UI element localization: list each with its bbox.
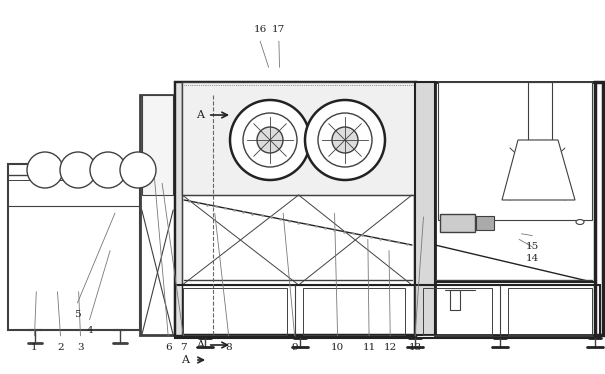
Bar (142, 95, 173, 195)
Bar (450, 290, 460, 310)
Bar (438, 82, 592, 220)
Text: 9: 9 (292, 343, 298, 352)
Ellipse shape (257, 127, 283, 153)
Bar (175, 82, 415, 335)
Bar (595, 82, 603, 335)
Text: A: A (181, 355, 189, 365)
Bar (415, 82, 435, 335)
Bar (303, 288, 405, 335)
Text: 11: 11 (362, 343, 376, 352)
Bar (183, 288, 287, 335)
Bar (528, 82, 552, 140)
Text: 12: 12 (384, 343, 397, 352)
Text: 1: 1 (31, 343, 38, 352)
Bar (175, 285, 600, 338)
Ellipse shape (243, 113, 297, 167)
Text: 13: 13 (408, 343, 422, 352)
Text: 10: 10 (331, 343, 344, 352)
Ellipse shape (60, 152, 96, 188)
Ellipse shape (230, 100, 310, 180)
Polygon shape (502, 140, 575, 200)
Text: 6: 6 (165, 343, 171, 352)
Bar (175, 82, 182, 335)
Text: 8: 8 (226, 343, 232, 352)
Ellipse shape (305, 100, 385, 180)
Bar (182, 82, 415, 195)
Text: 14: 14 (526, 254, 539, 263)
Ellipse shape (120, 152, 156, 188)
Bar (440, 214, 475, 232)
Bar (140, 95, 175, 335)
Text: 4: 4 (87, 327, 93, 335)
Bar (435, 82, 595, 335)
Ellipse shape (90, 152, 126, 188)
Bar (182, 195, 415, 285)
Bar (423, 288, 492, 335)
Bar (476, 216, 494, 230)
Ellipse shape (318, 113, 372, 167)
Ellipse shape (27, 152, 63, 188)
Text: A: A (197, 340, 204, 350)
Text: A: A (197, 110, 204, 120)
Text: 2: 2 (57, 343, 64, 352)
Text: 17: 17 (272, 25, 286, 34)
Ellipse shape (332, 127, 358, 153)
Text: 5: 5 (74, 310, 80, 319)
Text: 7: 7 (180, 343, 186, 352)
Text: 16: 16 (253, 25, 267, 34)
Bar (8, 164, 140, 330)
Text: 3: 3 (77, 343, 83, 352)
Text: 15: 15 (526, 242, 539, 251)
Bar (508, 288, 592, 335)
Circle shape (576, 220, 584, 224)
